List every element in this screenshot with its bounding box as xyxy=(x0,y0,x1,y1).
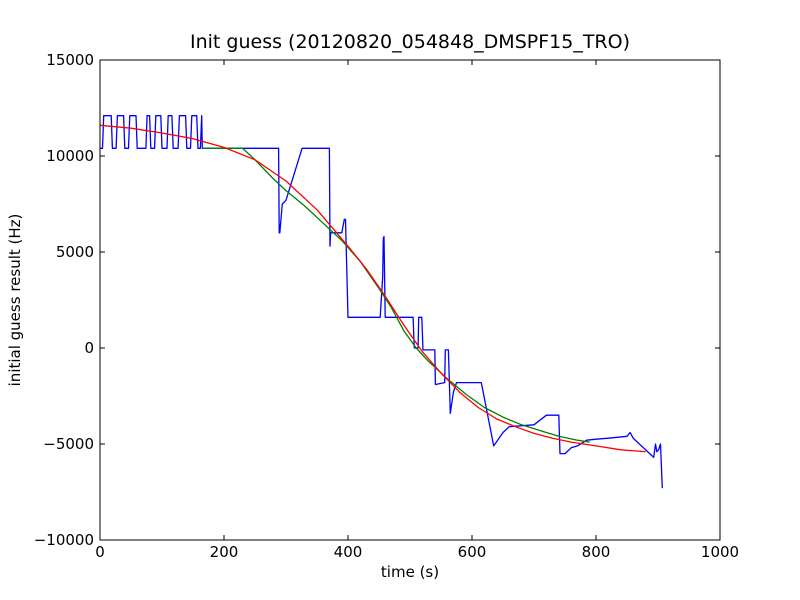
x-tick-label: 800 xyxy=(582,543,611,561)
x-axis-label: time (s) xyxy=(381,563,439,581)
y-tick-label: −10000 xyxy=(34,531,94,549)
series-line-1 xyxy=(100,115,663,489)
x-tick-label: 0 xyxy=(95,543,105,561)
y-tick-label: 15000 xyxy=(46,51,94,69)
x-tick-label: 600 xyxy=(458,543,487,561)
plot-frame xyxy=(99,59,721,541)
y-tick-label: 0 xyxy=(84,339,94,357)
x-axis-ticks: 0 200 400 600 800 1000 xyxy=(95,60,739,561)
y-axis-ticks: −10000 −5000 0 5000 10000 15000 xyxy=(34,51,720,549)
x-tick-label: 200 xyxy=(210,543,239,561)
series-line-3 xyxy=(99,124,646,453)
series-line-2 xyxy=(202,147,590,443)
y-axis-label: initial guess result (Hz) xyxy=(6,214,24,387)
x-tick-label: 400 xyxy=(334,543,363,561)
plot-area xyxy=(99,115,663,489)
chart-title: Init guess (20120820_054848_DMSPF15_TRO) xyxy=(190,31,630,53)
y-tick-label: 5000 xyxy=(56,243,94,261)
x-tick-label: 1000 xyxy=(701,543,739,561)
y-tick-label: −5000 xyxy=(43,435,94,453)
y-tick-label: 10000 xyxy=(46,147,94,165)
